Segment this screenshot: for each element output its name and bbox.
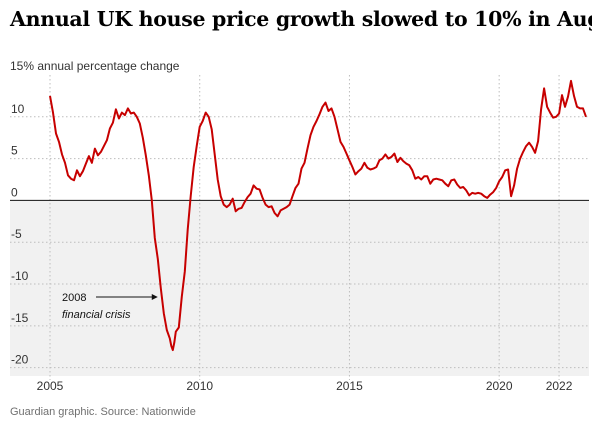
y-tick-label: 10 (11, 102, 25, 116)
x-tick-label: 2020 (486, 379, 513, 393)
gridlines (10, 75, 589, 380)
chart-title: Annual UK house price growth slowed to 1… (9, 7, 592, 31)
annotation-financial-crisis: 2008 financial crisis (62, 292, 158, 321)
x-axis-ticks: 2005 2010 2015 2020 2022 (37, 379, 573, 393)
x-tick-label: 2015 (336, 379, 363, 393)
y-tick-label: -15 (11, 311, 29, 325)
y-axis-label: 15% annual percentage change (10, 59, 180, 73)
annotation-arrow-head (151, 294, 158, 300)
y-tick-label: 0 (11, 185, 18, 199)
y-tick-label: -10 (11, 269, 29, 283)
y-tick-label: 5 (11, 144, 18, 158)
y-tick-label: -20 (11, 353, 29, 367)
series-line-house-price-growth (49, 79, 587, 352)
source-note: Guardian graphic. Source: Nationwide (10, 406, 196, 418)
x-tick-label: 2005 (37, 379, 64, 393)
annotation-label: financial crisis (62, 309, 131, 321)
y-axis-ticks: 10 5 0 -5 -10 -15 -20 (11, 102, 29, 367)
x-tick-label: 2010 (186, 379, 213, 393)
negative-region-shading (10, 200, 589, 376)
x-tick-label: 2022 (546, 379, 573, 393)
annotation-year: 2008 (62, 292, 86, 304)
y-tick-label: -5 (11, 227, 22, 241)
